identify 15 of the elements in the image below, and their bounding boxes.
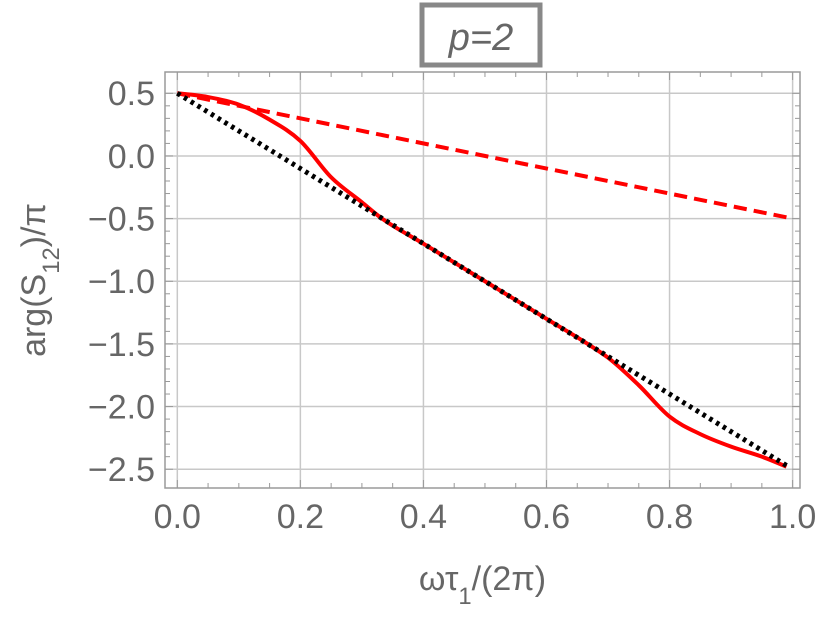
y-tick-label: −1.0 bbox=[88, 263, 155, 302]
chart-title: p=2 bbox=[448, 17, 514, 59]
y-tick-label: 0.0 bbox=[108, 138, 155, 176]
y-tick-label: 0.5 bbox=[108, 75, 155, 114]
x-tick-label: 0.4 bbox=[400, 498, 448, 536]
x-tick-label: 0.0 bbox=[154, 498, 201, 536]
y-tick-label: −1.5 bbox=[88, 326, 155, 364]
y-tick-label: −0.5 bbox=[88, 200, 155, 238]
y-tick-label: −2.5 bbox=[88, 451, 155, 490]
x-tick-label: 1.0 bbox=[768, 498, 816, 536]
x-axis-title: ωτ$_{1}$/(2π) bbox=[418, 560, 546, 610]
x-tick-label: 0.8 bbox=[646, 498, 694, 536]
y-tick-label: −2.0 bbox=[88, 388, 155, 426]
x-tick-label: 0.2 bbox=[276, 498, 324, 536]
x-tick-label: 0.6 bbox=[522, 498, 570, 536]
